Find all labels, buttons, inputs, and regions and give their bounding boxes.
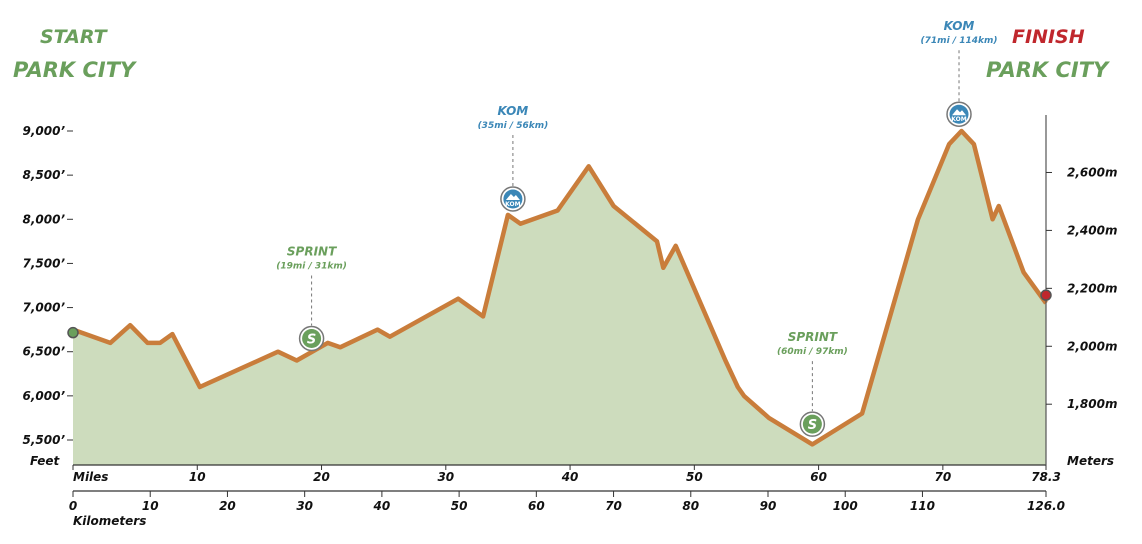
y-tick-label: 7,000’ xyxy=(22,301,65,315)
x-axis-title: Miles xyxy=(73,470,108,484)
km-tick-label: 30 xyxy=(296,499,313,513)
finish-marker xyxy=(1040,289,1052,301)
km-tick-label: 100 xyxy=(833,499,858,513)
right-axis-title: Meters xyxy=(1067,454,1114,468)
annotations: SPRINT (19mi / 31km) S KOM (35mi / 56km) KOM S… xyxy=(276,19,998,437)
sprint-annotation: SPRINT (19mi / 31km) S xyxy=(276,244,347,352)
km-tick-label: 40 xyxy=(373,499,391,513)
km-tick-label: 20 xyxy=(219,499,236,513)
elevation-line xyxy=(72,128,1048,447)
sprint-badge xyxy=(302,328,322,348)
sprint-icon: S xyxy=(808,418,817,433)
kom-icon-label: KOM xyxy=(505,201,520,208)
km-tick-label: 50 xyxy=(451,499,468,513)
elevation-area xyxy=(73,131,1046,465)
km-tick-label: 10 xyxy=(142,499,159,513)
start-label: START xyxy=(40,26,107,48)
mile-tick-label: 10 xyxy=(189,470,206,484)
sprint-annotation: SPRINT (60mi / 97km) S xyxy=(777,330,848,437)
kom-title: KOM xyxy=(944,19,975,33)
y-tick-label: 6,000’ xyxy=(22,389,65,403)
km-tick-label: 126.0 xyxy=(1027,499,1065,513)
mile-tick-label: 78.3 xyxy=(1031,470,1061,484)
start-marker xyxy=(67,326,79,339)
sprint-subtitle: (19mi / 31km) xyxy=(276,261,347,271)
y-tick-label: 8,000’ xyxy=(22,212,65,226)
y-tick-label: 9,000’ xyxy=(22,124,65,138)
mountain-icon xyxy=(952,109,967,116)
right-tick-label: 1,800m xyxy=(1067,397,1117,411)
kom-title: KOM xyxy=(498,104,529,118)
km-axis-title: Kilometers xyxy=(73,514,146,528)
kom-icon-label: KOM xyxy=(951,116,966,123)
sprint-icon: S xyxy=(307,332,316,347)
finish-city-label: PARK CITY xyxy=(986,58,1109,82)
km-tick-label: 110 xyxy=(910,499,935,513)
right-axis-ticks: 1,800m 2,000m 2,200m 2,400m 2,600m xyxy=(1046,165,1117,411)
km-tick-label: 0 xyxy=(69,499,77,513)
mile-tick-label: 40 xyxy=(561,470,579,484)
right-tick-label: 2,600m xyxy=(1067,165,1117,179)
kom-annotation: KOM (35mi / 56km) KOM xyxy=(478,104,549,212)
right-tick-label: 2,000m xyxy=(1067,339,1117,353)
mountain-icon xyxy=(505,193,520,200)
kom-subtitle: (71mi / 114km) xyxy=(921,36,998,46)
mile-axis-ticks: 10 20 30 40 50 60 70 78.3 xyxy=(72,465,1061,484)
sprint-title: SPRINT xyxy=(287,244,337,258)
km-tick-label: 60 xyxy=(528,499,545,513)
mile-tick-label: 50 xyxy=(686,470,703,484)
mile-tick-label: 60 xyxy=(810,470,827,484)
kom-subtitle: (35mi / 56km) xyxy=(478,121,549,131)
finish-label: FINISH xyxy=(1012,26,1085,48)
right-tick-label: 2,200m xyxy=(1067,281,1117,295)
y-tick-label: 7,500’ xyxy=(22,256,65,270)
mile-tick-label: 20 xyxy=(313,470,330,484)
kom-annotation: KOM (71mi / 114km) KOM xyxy=(921,19,998,127)
right-tick-label: 2,400m xyxy=(1067,223,1117,237)
km-axis-ticks: 0 10 20 30 40 50 60 70 80 90 100 110 126.0 xyxy=(69,490,1065,513)
mile-tick-label: 30 xyxy=(437,470,454,484)
km-tick-label: 80 xyxy=(682,499,699,513)
mile-tick-label: 70 xyxy=(935,470,952,484)
y-axis-ticks: 5,500’ 6,000’ 6,500’ 7,000’ 7,500’ 8,000’ 8,50… xyxy=(22,124,73,447)
y-tick-label: 8,500’ xyxy=(22,168,65,182)
y-tick-label: 6,500’ xyxy=(22,345,65,359)
sprint-title: SPRINT xyxy=(788,330,838,344)
start-city-label: PARK CITY xyxy=(13,58,136,82)
km-tick-label: 70 xyxy=(605,499,622,513)
y-axis-title: Feet xyxy=(30,454,61,468)
km-tick-label: 90 xyxy=(760,499,777,513)
sprint-badge xyxy=(802,414,822,434)
sprint-subtitle: (60mi / 97km) xyxy=(777,347,848,357)
y-tick-label: 5,500’ xyxy=(22,433,65,447)
